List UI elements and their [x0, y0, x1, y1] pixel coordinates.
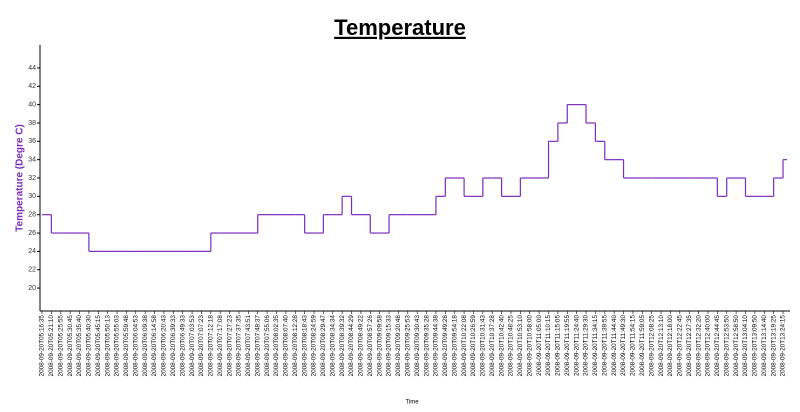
x-tick-label: 2008-09-20T13:09:50 [752, 315, 759, 377]
x-tick-label: 2008-09-20T13:24:15 [780, 315, 787, 377]
x-tick-label: 2008-09-20T11:44:40 [611, 315, 618, 376]
x-tick-label: 2008-09-20T09:44:38 [433, 315, 440, 377]
x-axis-label: Time [405, 400, 419, 406]
x-tick-label: 2008-09-20T06:20:43 [161, 315, 168, 377]
y-tick-label: 42 [28, 83, 36, 90]
x-tick-label: 2008-09-20T10:31:43 [480, 315, 487, 377]
x-tick-label: 2008-09-20T12:32:20 [695, 315, 702, 377]
x-tick-label: 2008-09-20T08:57:26 [367, 315, 374, 377]
x-tick-label: 2008-09-20T12:58:50 [733, 315, 740, 377]
x-tick-label: 2008-09-20T05:59:48 [123, 315, 130, 377]
x-tick-label: 2008-09-20T07:07:23 [198, 315, 205, 377]
x-tick-label: 2008-09-20T07:43:51 [245, 315, 252, 377]
x-tick-label: 2008-09-20T10:26:59 [470, 315, 477, 377]
x-tick-label: 2008-09-20T11:05:00 [536, 315, 543, 376]
x-tick-label: 2008-09-20T11:24:40 [573, 315, 580, 376]
x-tick-label: 2008-09-20T09:25:53 [404, 315, 411, 377]
x-tick-label: 2008-09-20T07:55:06 [264, 315, 271, 377]
x-tick-label: 2008-09-20T08:18:43 [301, 315, 308, 377]
x-tick-label: 2008-09-20T09:09:58 [376, 315, 383, 377]
x-tick-label: 2008-09-20T08:39:32 [339, 315, 346, 377]
x-tick-label: 2008-09-20T12:27:35 [686, 315, 693, 377]
y-tick-label: 26 [28, 230, 36, 237]
x-tick-label: 2008-09-20T10:48:25 [508, 315, 515, 377]
x-tick-label: 2008-09-20T08:07:40 [283, 315, 290, 377]
x-tick-label: 2008-09-20T06:09:38 [142, 315, 149, 377]
x-tick-label: 2008-09-20T12:22:45 [677, 315, 684, 377]
y-tick-label: 40 [28, 101, 36, 108]
y-tick-label: 22 [28, 267, 36, 274]
x-tick-label: 2008-09-20T09:49:28 [442, 315, 449, 377]
x-tick-label: 2008-09-20T09:35:28 [423, 315, 430, 377]
x-tick-label: 2008-09-20T06:39:33 [170, 315, 177, 377]
x-tick-label: 2008-09-20T10:37:28 [489, 315, 496, 377]
x-tick-label: 2008-09-20T12:40:00 [705, 315, 712, 377]
x-tick-label: 2008-09-20T09:30:43 [414, 315, 421, 377]
y-tick-label: 38 [28, 120, 36, 127]
x-tick-label: 2008-09-20T08:02:35 [273, 315, 280, 377]
y-tick-label: 44 [28, 65, 36, 72]
y-tick-label: 28 [28, 212, 36, 219]
x-tick-label: 2008-09-20T09:15:33 [386, 315, 393, 377]
x-tick-label: 2008-09-20T12:53:50 [723, 315, 730, 377]
x-tick-label: 2008-09-20T11:29:30 [583, 315, 590, 376]
x-tick-label: 2008-09-20T05:40:30 [86, 315, 93, 377]
x-tick-label: 2008-09-20T07:17:08 [217, 315, 224, 377]
x-tick-label: 2008-09-20T11:15:05 [555, 315, 562, 376]
x-tick-label: 2008-09-20T05:55:03 [114, 315, 121, 377]
x-tick-label: 2008-09-20T12:08:25 [648, 315, 655, 377]
y-tick-label: 30 [28, 193, 36, 200]
x-tick-label: 2008-09-20T08:12:28 [292, 315, 299, 377]
x-tick-label: 2008-09-20T05:25:55 [57, 315, 64, 377]
x-tick-label: 2008-09-20T13:04:10 [742, 315, 749, 377]
x-tick-label: 2008-09-20T13:14:40 [761, 315, 768, 377]
x-tick-label: 2008-09-20T10:42:40 [498, 315, 505, 377]
x-tick-label: 2008-09-20T12:44:45 [714, 315, 721, 377]
x-tick-label: 2008-09-20T08:34:34 [329, 315, 336, 377]
x-tick-label: 2008-09-20T12:18:00 [667, 315, 674, 377]
x-tick-label: 2008-09-20T11:39:55 [601, 315, 608, 376]
x-tick-label: 2008-09-20T05:16:35 [39, 315, 46, 377]
y-tick-label: 34 [28, 156, 36, 163]
x-tick-label: 2008-09-20T06:49:33 [179, 315, 186, 377]
x-tick-label: 2008-09-20T09:54:18 [451, 315, 458, 377]
x-tick-label: 2008-09-20T11:54:15 [630, 315, 637, 376]
x-tick-label: 2008-09-20T07:48:37 [254, 315, 261, 377]
x-tick-label: 2008-09-20T13:19:25 [770, 315, 777, 377]
y-tick-label: 24 [28, 248, 36, 255]
x-tick-label: 2008-09-20T08:29:47 [320, 315, 327, 377]
y-tick-label: 36 [28, 138, 36, 145]
x-tick-label: 2008-09-20T05:35:40 [76, 315, 83, 377]
x-tick-label: 2008-09-20T05:30:45 [67, 315, 74, 377]
chart-title: Temperature [334, 15, 466, 40]
x-tick-label: 2008-09-20T10:53:10 [517, 315, 524, 377]
x-tick-label: 2008-09-20T05:21:10 [48, 315, 55, 377]
x-tick-label: 2008-09-20T12:13:10 [658, 315, 665, 377]
x-tick-label: 2008-09-20T11:49:30 [620, 315, 627, 376]
x-tick-label: 2008-09-20T07:37:35 [236, 315, 243, 377]
x-tick-label: 2008-09-20T09:20:48 [395, 315, 402, 377]
y-tick-label: 20 [28, 285, 36, 292]
x-tick-label: 2008-09-20T07:27:23 [226, 315, 233, 377]
x-tick-label: 2008-09-20T05:45:15 [95, 315, 102, 377]
y-tick-label: 32 [28, 175, 36, 182]
x-tick-label: 2008-09-20T10:22:08 [461, 315, 468, 377]
x-tick-label: 2008-09-20T07:12:18 [208, 315, 215, 377]
x-tick-label: 2008-09-20T05:50:13 [104, 315, 111, 377]
x-tick-label: 2008-09-20T06:14:58 [151, 315, 158, 377]
y-axis-label: Temperature (Degre C) [15, 124, 26, 232]
x-tick-label: 2008-09-20T10:58:00 [526, 315, 533, 377]
x-tick-label: 2008-09-20T11:19:55 [564, 315, 571, 376]
x-tick-label: 2008-09-20T11:34:15 [592, 315, 599, 376]
x-tick-label: 2008-09-20T11:59:05 [639, 315, 646, 376]
x-tick-label: 2008-09-20T08:44:29 [348, 315, 355, 377]
x-tick-label: 2008-09-20T08:49:22 [358, 315, 365, 377]
x-tick-label: 2008-09-20T06:04:53 [132, 315, 139, 377]
x-tick-label: 2008-09-20T08:24:59 [311, 315, 318, 377]
x-tick-label: 2008-09-20T11:10:15 [545, 315, 552, 376]
x-tick-label: 2008-09-20T07:03:53 [189, 315, 196, 377]
